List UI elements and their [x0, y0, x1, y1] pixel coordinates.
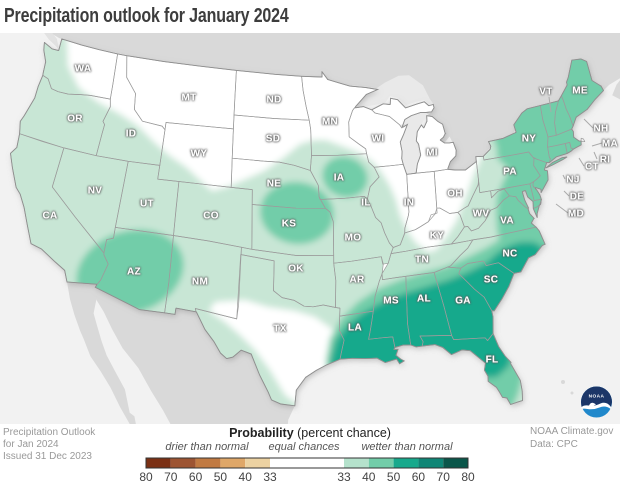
svg-text:ND: ND — [266, 95, 281, 106]
svg-text:UT: UT — [140, 199, 154, 210]
svg-text:equal chances: equal chances — [269, 441, 340, 453]
svg-text:RI: RI — [600, 155, 611, 166]
svg-text:WI: WI — [372, 134, 385, 145]
svg-text:80: 80 — [139, 470, 153, 484]
svg-text:OH: OH — [447, 189, 463, 200]
svg-text:MN: MN — [322, 117, 338, 128]
svg-text:40: 40 — [239, 470, 253, 484]
svg-text:MS: MS — [383, 296, 399, 307]
svg-text:WA: WA — [75, 64, 92, 75]
svg-text:MT: MT — [181, 93, 196, 104]
svg-text:IN: IN — [404, 198, 415, 209]
svg-text:LA: LA — [348, 323, 362, 334]
svg-text:wetter than normal: wetter than normal — [361, 441, 453, 453]
svg-text:NY: NY — [522, 134, 537, 145]
svg-text:IL: IL — [361, 198, 371, 209]
svg-text:drier than normal: drier than normal — [165, 441, 249, 453]
svg-text:50: 50 — [387, 470, 401, 484]
svg-text:TN: TN — [415, 255, 429, 266]
svg-text:KS: KS — [282, 219, 297, 230]
svg-text:40: 40 — [362, 470, 376, 484]
svg-text:IA: IA — [334, 173, 345, 184]
svg-text:NJ: NJ — [566, 175, 579, 186]
svg-text:WV: WV — [473, 209, 490, 220]
svg-text:for Jan 2024: for Jan 2024 — [3, 439, 59, 450]
svg-text:VA: VA — [500, 216, 514, 227]
svg-text:Precipitation outlook for Janu: Precipitation outlook for January 2024 — [4, 4, 289, 26]
svg-text:ME: ME — [572, 86, 588, 97]
svg-text:MI: MI — [426, 148, 438, 159]
svg-text:PA: PA — [503, 167, 517, 178]
svg-text:70: 70 — [164, 470, 178, 484]
svg-text:Issued 31 Dec 2023: Issued 31 Dec 2023 — [3, 451, 92, 462]
svg-text:33: 33 — [263, 470, 277, 484]
svg-text:AZ: AZ — [127, 267, 141, 278]
svg-text:MD: MD — [568, 209, 584, 220]
svg-text:Precipitation Outlook: Precipitation Outlook — [3, 427, 96, 438]
svg-text:MA: MA — [602, 139, 618, 150]
svg-text:CA: CA — [42, 211, 57, 222]
svg-text:MO: MO — [345, 233, 362, 244]
svg-text:ID: ID — [126, 129, 137, 140]
svg-text:Data: CPC: Data: CPC — [530, 439, 578, 450]
svg-text:33: 33 — [337, 470, 351, 484]
svg-text:AL: AL — [417, 294, 431, 305]
svg-text:NV: NV — [88, 186, 103, 197]
svg-text:50: 50 — [214, 470, 228, 484]
svg-text:DE: DE — [570, 192, 585, 203]
svg-text:70: 70 — [437, 470, 451, 484]
svg-text:WY: WY — [191, 149, 208, 160]
svg-text:CO: CO — [203, 211, 219, 222]
svg-text:NOAA Climate.gov: NOAA Climate.gov — [530, 426, 613, 437]
svg-text:OK: OK — [288, 264, 304, 275]
svg-text:NM: NM — [192, 277, 208, 288]
svg-text:NOAA: NOAA — [589, 394, 605, 400]
svg-text:NH: NH — [593, 124, 608, 135]
svg-text:KY: KY — [430, 231, 445, 242]
svg-text:TX: TX — [273, 324, 286, 335]
svg-text:AR: AR — [349, 275, 365, 286]
svg-text:OR: OR — [67, 114, 83, 125]
svg-text:FL: FL — [486, 355, 499, 366]
svg-text:60: 60 — [412, 470, 426, 484]
svg-text:Probability (percent chance): Probability (percent chance) — [229, 426, 391, 440]
svg-text:SC: SC — [484, 275, 499, 286]
svg-text:GA: GA — [455, 296, 471, 307]
svg-text:NC: NC — [502, 249, 517, 260]
svg-text:60: 60 — [189, 470, 203, 484]
svg-text:80: 80 — [461, 470, 475, 484]
svg-text:SD: SD — [266, 134, 281, 145]
svg-text:NE: NE — [267, 179, 282, 190]
svg-text:VT: VT — [539, 87, 552, 98]
svg-text:CT: CT — [585, 162, 599, 173]
